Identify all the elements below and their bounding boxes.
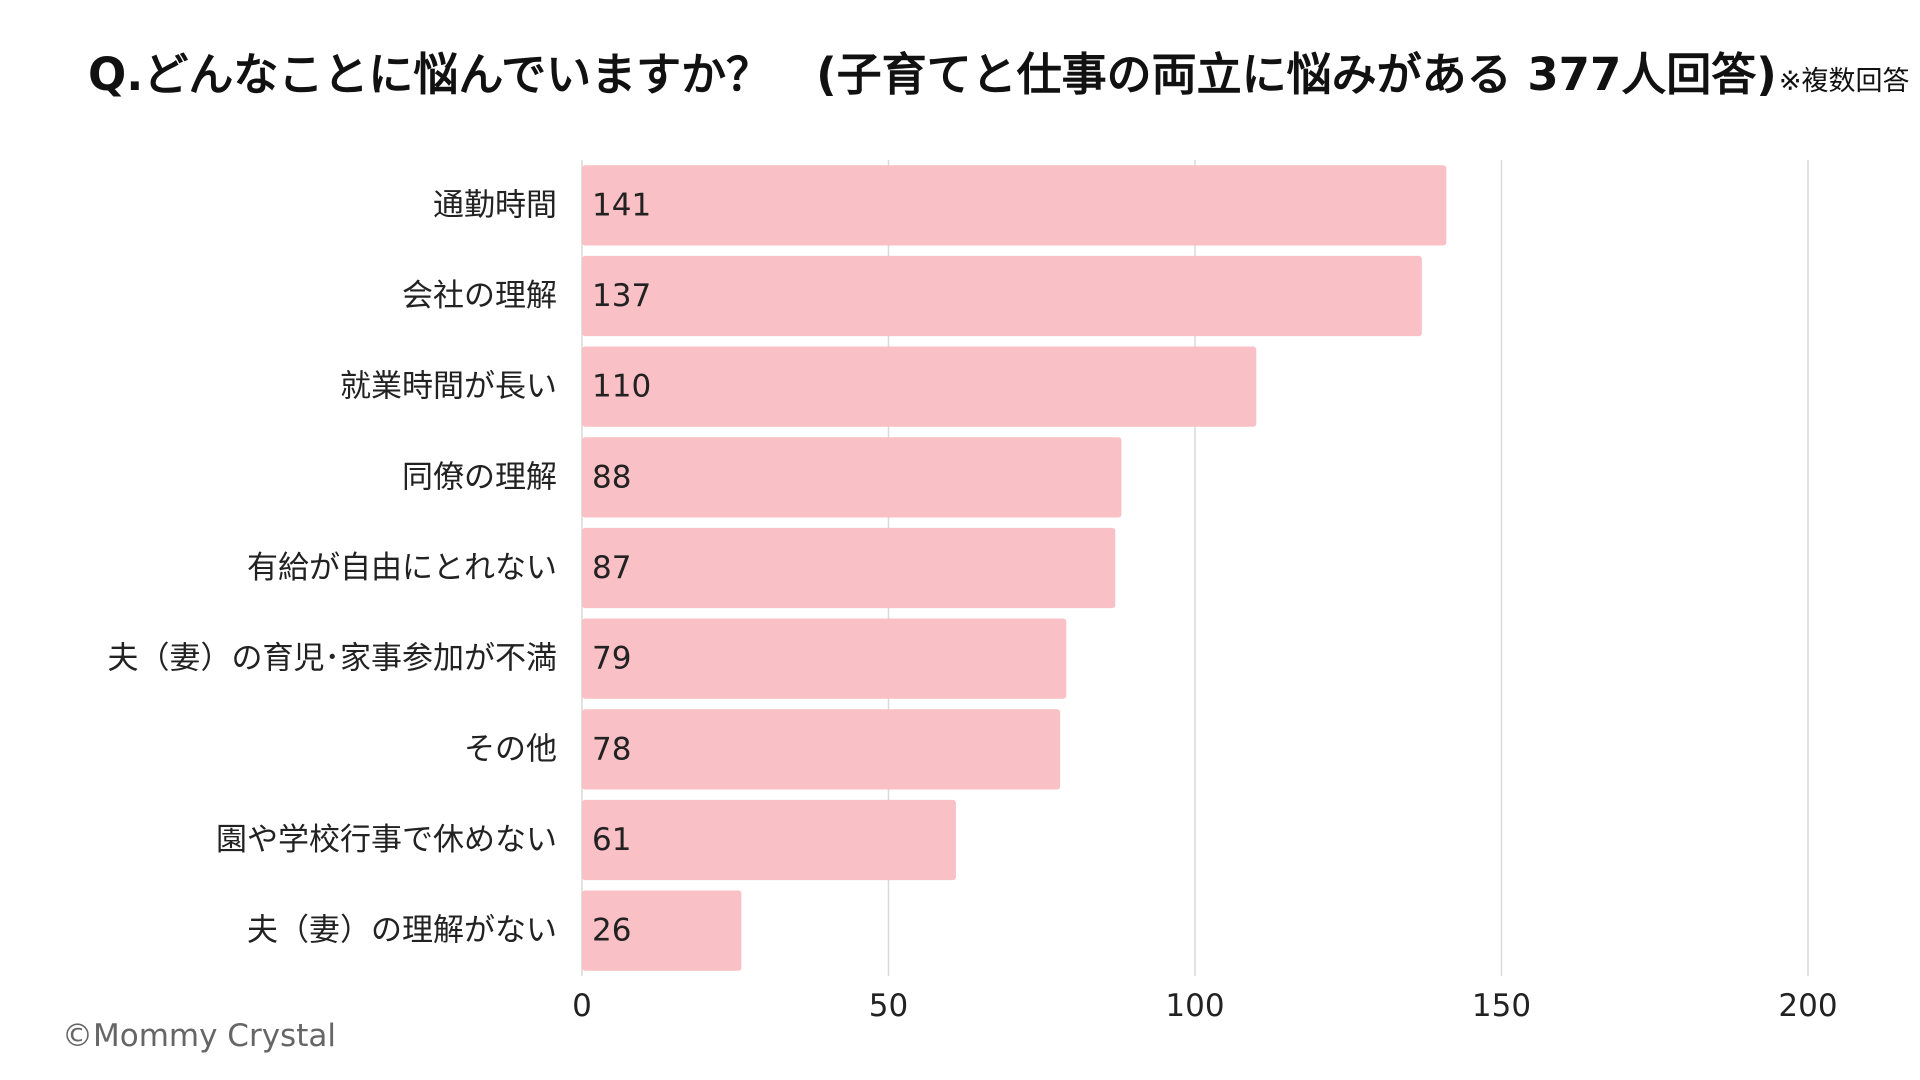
value-label-7: 61: [592, 822, 631, 858]
category-label-8: 夫（妻）の理解がない: [247, 913, 557, 949]
bar-2: [582, 346, 1257, 427]
bar-3: [582, 437, 1122, 518]
copyright: ©Mommy Crystal: [62, 1018, 336, 1054]
category-label-5: 夫（妻）の育児･家事参加が不満: [108, 641, 558, 677]
value-label-0: 141: [592, 187, 651, 223]
title-row: Q.どんなことに悩んでいますか？ (子育てと仕事の両立に悩みがある 377人回答…: [88, 38, 1909, 103]
bar-6: [582, 709, 1061, 790]
title-note: ※複数回答: [1778, 66, 1910, 97]
category-label-1: 会社の理解: [402, 278, 557, 314]
category-label-6: その他: [464, 731, 557, 767]
value-label-2: 110: [592, 369, 651, 405]
category-label-7: 園や学校行事で休めない: [216, 822, 557, 858]
x-tick-label-150: 150: [1472, 988, 1531, 1024]
x-tick-label-100: 100: [1165, 988, 1224, 1024]
x-tick-label-0: 0: [572, 988, 592, 1024]
category-label-3: 同僚の理解: [402, 459, 557, 495]
category-label-4: 有給が自由にとれない: [247, 550, 557, 586]
value-label-1: 137: [592, 278, 651, 314]
x-tick-label-200: 200: [1778, 988, 1837, 1024]
bar-4: [582, 527, 1116, 609]
value-label-4: 87: [592, 550, 631, 586]
x-axis-ticks: 0 50 100 150 200: [572, 988, 1837, 1024]
bar-8: [582, 890, 742, 971]
value-label-3: 88: [592, 459, 631, 495]
bar-7: [582, 799, 956, 881]
category-label-2: 就業時間が長い: [340, 369, 557, 405]
category-label-0: 通勤時間: [433, 187, 557, 223]
bars: 通勤時間 141 会社の理解 137 就業時間が長い 110 同僚の理解 88 有給が自由にとれ…: [108, 165, 1447, 971]
x-tick-label-50: 50: [869, 988, 908, 1024]
value-label-6: 78: [592, 731, 631, 767]
bar-1: [582, 255, 1422, 337]
value-label-8: 26: [592, 913, 631, 949]
bar-0: [582, 165, 1447, 246]
value-label-5: 79: [592, 641, 631, 677]
bar-5: [582, 618, 1067, 699]
chart-title: Q.どんなことに悩んでいますか？ (子育てと仕事の両立に悩みがある 377人回答…: [88, 48, 1777, 101]
